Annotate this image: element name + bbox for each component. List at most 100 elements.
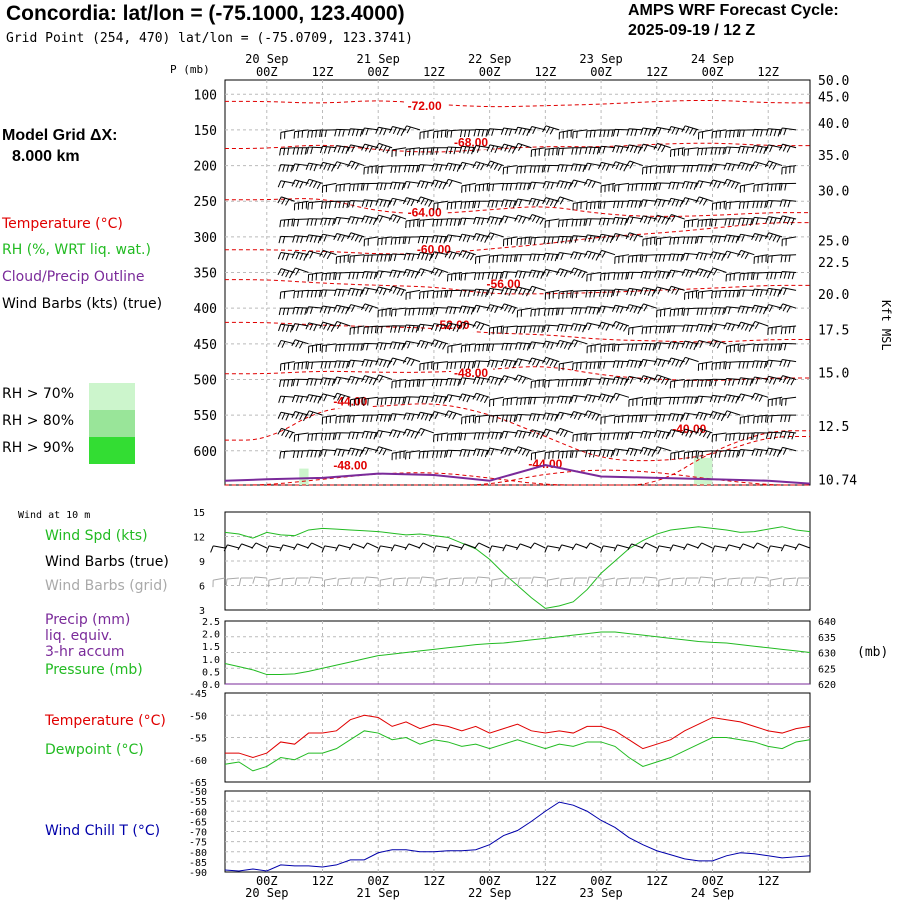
upper-barb-7-22-flag-2 xyxy=(591,252,596,260)
upper-barb-6-23-flag-1 xyxy=(602,234,606,242)
upper-barb-15-29 xyxy=(682,396,699,405)
upper-barb-5-11-flag-1 xyxy=(436,219,439,227)
upper-barb-9-20-flag-0 xyxy=(558,292,560,300)
upper-barb-9-5-flag-2 xyxy=(355,289,359,297)
surface-barb-true-18-flag-0 xyxy=(460,543,465,551)
upper-barb-16-24-flag-0 xyxy=(613,416,616,424)
upper-barb-18-20-flag-3 xyxy=(569,450,572,458)
upper-barb-3-15-staff xyxy=(489,182,504,185)
upper-barb-12-24 xyxy=(613,343,629,352)
upper-barb-3-12-staff xyxy=(448,178,462,184)
upper-barb-4-3 xyxy=(320,200,337,209)
upper-barb-8-14 xyxy=(473,272,490,280)
upper-barb-0-27 xyxy=(653,126,671,135)
upper-barb-16-22 xyxy=(583,410,602,421)
upper-barb-15-12-staff xyxy=(447,394,462,398)
upper-barb-13-16-flag-1 xyxy=(504,359,509,367)
upper-barb-14-7-flag-1 xyxy=(378,375,384,383)
upper-barb-15-36-flag-1 xyxy=(785,398,787,406)
upper-barb-6-11-flag-2 xyxy=(439,236,443,244)
upper-barb-9-31-flag-0 xyxy=(711,291,713,299)
upper-barb-15-7-flag-1 xyxy=(380,397,383,405)
upper-barb-3-2 xyxy=(305,178,323,190)
upper-barb-16-28 xyxy=(668,413,685,422)
upper-barb-15-0 xyxy=(278,395,295,404)
upper-barb-5-36-flag-1 xyxy=(782,216,787,224)
surface-barb-grid-28 xyxy=(602,577,616,588)
surface-barb-grid-7-staff xyxy=(310,576,323,579)
pressure-tick-label-3: 250 xyxy=(194,195,217,210)
upper-barb-0-25-flag-0 xyxy=(626,128,630,136)
surface-barb-true-13-flag-0 xyxy=(390,544,395,552)
upper-barb-16-8-staff xyxy=(392,413,407,416)
legend-wind-chill: Wind Chill T (°C) xyxy=(45,823,161,839)
upper-barb-4-22-flag-1 xyxy=(589,202,592,210)
upper-barb-3-29-flag-0 xyxy=(681,181,686,189)
upper-barb-7-12-flag-2 xyxy=(452,252,457,260)
upper-barb-6-24 xyxy=(611,232,630,241)
upper-barb-0-9 xyxy=(402,125,421,134)
upper-barb-18-16 xyxy=(500,446,518,456)
upper-barb-16-8-flag-0 xyxy=(389,413,393,421)
upper-barb-0-17-flag-1 xyxy=(518,127,523,135)
upper-barb-1-24-flag-1 xyxy=(616,145,620,153)
upper-barb-10-8-flag-1 xyxy=(394,309,397,317)
upper-barb-13-14-staff xyxy=(475,360,490,363)
upper-barb-4-13-flag-2 xyxy=(468,201,471,209)
surface-barb-grid-40 xyxy=(769,577,783,588)
upper-barb-12-19-flag-2 xyxy=(550,342,554,350)
upper-barb-1-9-flag-1 xyxy=(408,148,411,156)
upper-barb-6-21-flag-0 xyxy=(570,235,574,243)
upper-barb-17-7-flag-1 xyxy=(379,431,383,438)
upper-barb-5-10-flag-0 xyxy=(418,220,421,228)
upper-barb-5-15 xyxy=(486,216,504,226)
upper-barb-4-30-staff xyxy=(699,196,713,202)
upper-barb-5-18-flag-1 xyxy=(531,215,537,223)
upper-barb-12-13-staff xyxy=(461,343,476,347)
upper-barb-1-14-flag-0 xyxy=(472,145,477,153)
upper-barb-11-24 xyxy=(611,320,630,332)
surface-barb-grid-11 xyxy=(363,576,379,584)
upper-barb-12-31-flag-2 xyxy=(716,341,722,349)
upper-barb-4-34-flag-3 xyxy=(764,201,767,209)
upper-barb-10-8-staff xyxy=(392,307,407,311)
upper-barb-5-14-flag-2 xyxy=(480,218,485,226)
upper-barb-12-21 xyxy=(569,339,588,348)
upper-barb-13-35-flag-1 xyxy=(769,360,773,368)
upper-barb-6-4-flag-1 xyxy=(337,234,342,241)
upper-barb-2-29-flag-0 xyxy=(682,165,686,173)
upper-barb-16-2-flag-0 xyxy=(305,410,310,418)
top-hour-label-5: 12Z xyxy=(535,65,557,79)
upper-barb-5-23-staff xyxy=(600,217,616,220)
upper-barb-4-15-flag-0 xyxy=(487,200,491,208)
upper-barb-6-18-staff xyxy=(531,236,546,239)
upper-barb-17-5-flag-2 xyxy=(355,432,359,440)
upper-barb-14-10-flag-0 xyxy=(418,379,421,387)
upper-barb-12-18-flag-1 xyxy=(532,342,536,350)
upper-barb-12-10-staff xyxy=(420,339,435,345)
upper-barb-18-27-staff xyxy=(657,446,671,452)
upper-barb-4-13-flag-1 xyxy=(464,201,467,209)
legend-precip-liq: liq. equiv. xyxy=(45,628,113,644)
upper-barb-13-34-flag-3 xyxy=(763,361,767,369)
upper-barb-12-6-flag-1 xyxy=(366,343,369,351)
top-date-label-3: 23 Sep xyxy=(579,52,622,66)
upper-barb-2-29-flag-1 xyxy=(686,165,690,173)
upper-barb-2-15-flag-0 xyxy=(486,160,491,168)
surface-barb-true-6-flag-0 xyxy=(293,543,298,551)
upper-barb-12-7-flag-1 xyxy=(379,342,383,350)
surface-barb-true-19-staff xyxy=(478,542,490,549)
upper-barb-16-34-flag-0 xyxy=(753,416,755,424)
upper-barb-8-24 xyxy=(613,272,629,280)
upper-barb-10-0-flag-1 xyxy=(282,308,286,316)
upper-barb-6-3 xyxy=(319,233,337,242)
upper-barb-3-6-flag-1 xyxy=(366,183,369,191)
upper-barb-11-24-flag-0 xyxy=(611,321,617,328)
upper-barb-4-10-flag-0 xyxy=(416,196,422,204)
upper-barb-15-7-staff xyxy=(378,396,393,399)
upper-barb-12-20-flag-1 xyxy=(560,341,564,348)
upper-barb-17-24-flag-1 xyxy=(616,432,620,440)
upper-barb-13-18-staff xyxy=(531,357,546,363)
upper-barb-5-0-flag-1 xyxy=(283,219,286,227)
upper-barb-9-19-staff xyxy=(545,289,560,294)
